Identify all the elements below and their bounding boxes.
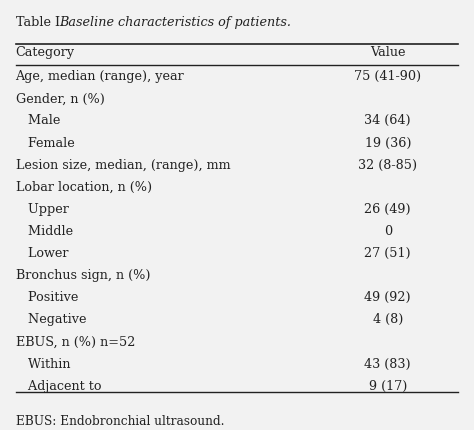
Text: 49 (92): 49 (92): [365, 291, 411, 304]
Text: 27 (51): 27 (51): [365, 247, 411, 260]
Text: Bronchus sign, n (%): Bronchus sign, n (%): [16, 269, 150, 282]
Text: Positive: Positive: [16, 291, 78, 304]
Text: Male: Male: [16, 114, 60, 127]
Text: 0: 0: [384, 225, 392, 238]
Text: Table I.: Table I.: [16, 16, 68, 29]
Text: Lesion size, median, (range), mm: Lesion size, median, (range), mm: [16, 159, 230, 172]
Text: Gender, n (%): Gender, n (%): [16, 92, 104, 105]
Text: 32 (8-85): 32 (8-85): [358, 159, 417, 172]
Text: Upper: Upper: [16, 203, 68, 216]
Text: 34 (64): 34 (64): [365, 114, 411, 127]
Text: Lower: Lower: [16, 247, 68, 260]
Text: Lobar location, n (%): Lobar location, n (%): [16, 181, 152, 194]
Text: Female: Female: [16, 137, 74, 150]
Text: 9 (17): 9 (17): [369, 380, 407, 393]
Text: Within: Within: [16, 358, 70, 371]
Text: 43 (83): 43 (83): [365, 358, 411, 371]
Text: Middle: Middle: [16, 225, 73, 238]
Text: Age, median (range), year: Age, median (range), year: [16, 70, 184, 83]
Text: EBUS: Endobronchial ultrasound.: EBUS: Endobronchial ultrasound.: [16, 415, 224, 428]
Text: Value: Value: [370, 46, 406, 59]
Text: 75 (41-90): 75 (41-90): [354, 70, 421, 83]
Text: EBUS, n (%) n=52: EBUS, n (%) n=52: [16, 335, 135, 349]
Text: 4 (8): 4 (8): [373, 313, 403, 326]
Text: 19 (36): 19 (36): [365, 137, 411, 150]
Text: Negative: Negative: [16, 313, 86, 326]
Text: Category: Category: [16, 46, 74, 59]
Text: 26 (49): 26 (49): [365, 203, 411, 216]
Text: Adjacent to: Adjacent to: [16, 380, 101, 393]
Text: Baseline characteristics of patients.: Baseline characteristics of patients.: [59, 16, 291, 29]
